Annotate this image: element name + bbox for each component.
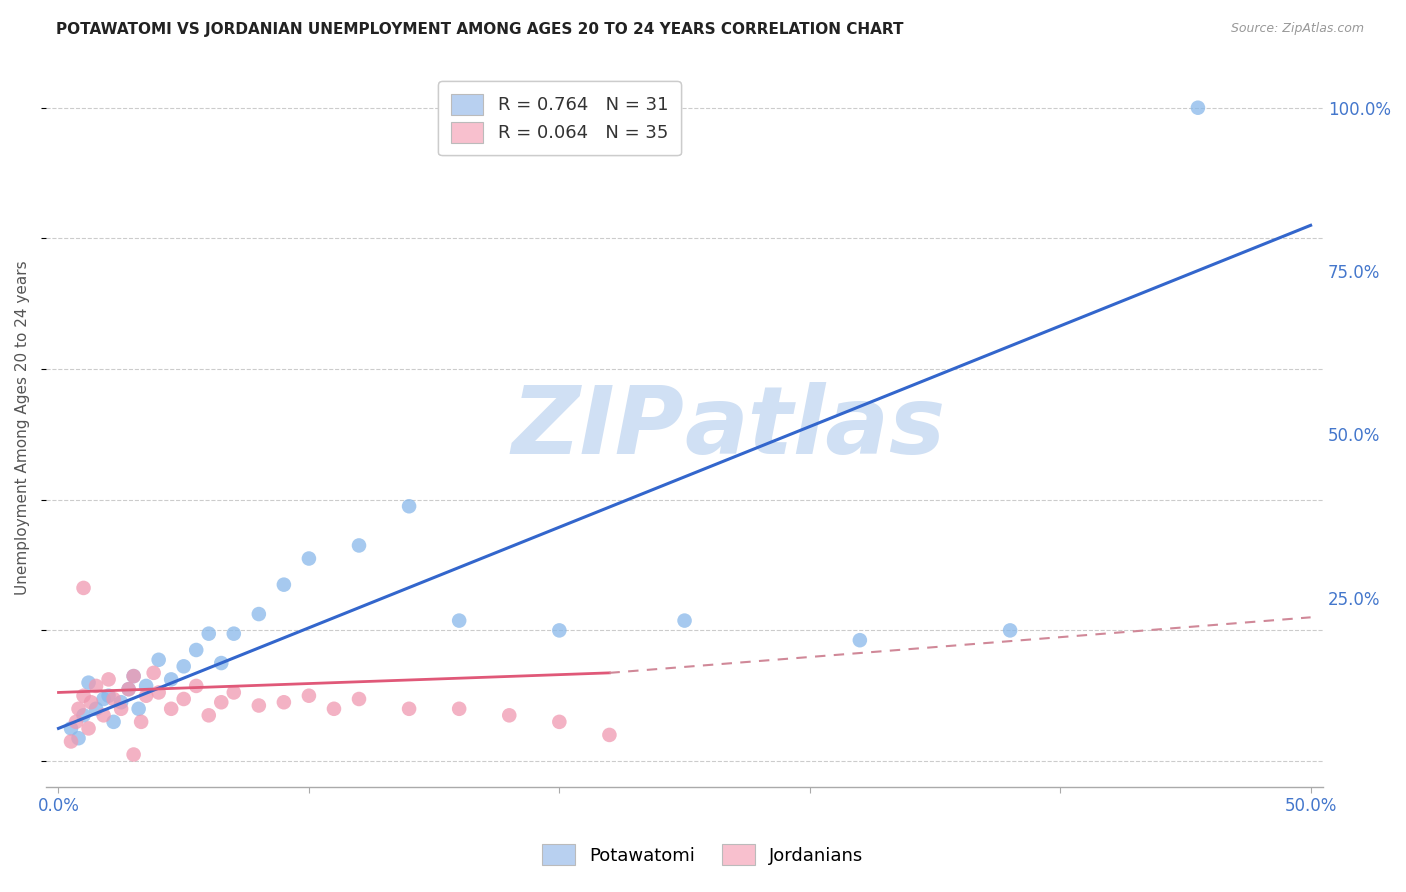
Point bbox=[160, 673, 183, 687]
Point bbox=[148, 653, 170, 667]
Point bbox=[77, 722, 100, 736]
Point bbox=[173, 692, 195, 706]
Point bbox=[103, 692, 125, 706]
Point bbox=[598, 728, 620, 742]
Point bbox=[173, 659, 195, 673]
Point bbox=[103, 714, 125, 729]
Legend: R = 0.764   N = 31, R = 0.064   N = 35: R = 0.764 N = 31, R = 0.064 N = 35 bbox=[439, 81, 681, 155]
Point bbox=[498, 708, 520, 723]
Point bbox=[186, 679, 208, 693]
Y-axis label: Unemployment Among Ages 20 to 24 years: Unemployment Among Ages 20 to 24 years bbox=[15, 260, 30, 595]
Point bbox=[548, 714, 571, 729]
Point bbox=[222, 685, 245, 699]
Point bbox=[148, 685, 170, 699]
Point bbox=[93, 692, 115, 706]
Point bbox=[247, 607, 270, 621]
Text: 50.0%: 50.0% bbox=[1285, 797, 1337, 815]
Point bbox=[84, 679, 107, 693]
Point bbox=[60, 722, 83, 736]
Point bbox=[122, 669, 145, 683]
Point bbox=[247, 698, 270, 713]
Point bbox=[209, 695, 232, 709]
Point bbox=[77, 675, 100, 690]
Point bbox=[142, 665, 165, 680]
Point bbox=[80, 695, 103, 709]
Point bbox=[673, 614, 696, 628]
Point bbox=[449, 702, 471, 716]
Point bbox=[998, 624, 1021, 638]
Point bbox=[222, 626, 245, 640]
Point bbox=[160, 702, 183, 716]
Point bbox=[93, 708, 115, 723]
Point bbox=[135, 689, 157, 703]
Point bbox=[60, 734, 83, 748]
Point bbox=[135, 679, 157, 693]
Point bbox=[97, 673, 120, 687]
Point bbox=[110, 695, 132, 709]
Point bbox=[186, 643, 208, 657]
Point bbox=[97, 689, 120, 703]
Point bbox=[129, 714, 152, 729]
Point bbox=[347, 692, 370, 706]
Point bbox=[298, 551, 321, 566]
Point bbox=[347, 539, 370, 553]
Point bbox=[849, 633, 872, 648]
Point bbox=[398, 500, 420, 514]
Point bbox=[298, 689, 321, 703]
Text: atlas: atlas bbox=[685, 382, 946, 474]
Point bbox=[117, 682, 139, 697]
Legend: Potawatomi, Jordanians: Potawatomi, Jordanians bbox=[533, 835, 873, 874]
Text: POTAWATOMI VS JORDANIAN UNEMPLOYMENT AMONG AGES 20 TO 24 YEARS CORRELATION CHART: POTAWATOMI VS JORDANIAN UNEMPLOYMENT AMO… bbox=[56, 22, 904, 37]
Text: ZIP: ZIP bbox=[512, 382, 685, 474]
Text: Source: ZipAtlas.com: Source: ZipAtlas.com bbox=[1230, 22, 1364, 36]
Point bbox=[122, 747, 145, 762]
Point bbox=[122, 669, 145, 683]
Point bbox=[197, 708, 219, 723]
Point bbox=[197, 626, 219, 640]
Point bbox=[110, 702, 132, 716]
Text: 0.0%: 0.0% bbox=[38, 797, 79, 815]
Point bbox=[273, 577, 295, 591]
Point bbox=[72, 581, 94, 595]
Point bbox=[128, 702, 150, 716]
Point bbox=[548, 624, 571, 638]
Point bbox=[72, 689, 94, 703]
Point bbox=[117, 682, 139, 697]
Point bbox=[84, 702, 107, 716]
Point bbox=[67, 731, 90, 746]
Point bbox=[273, 695, 295, 709]
Point bbox=[398, 702, 420, 716]
Point bbox=[65, 714, 87, 729]
Point bbox=[1187, 101, 1209, 115]
Point bbox=[449, 614, 471, 628]
Point bbox=[72, 708, 94, 723]
Point bbox=[323, 702, 346, 716]
Point bbox=[209, 656, 232, 670]
Point bbox=[67, 702, 90, 716]
